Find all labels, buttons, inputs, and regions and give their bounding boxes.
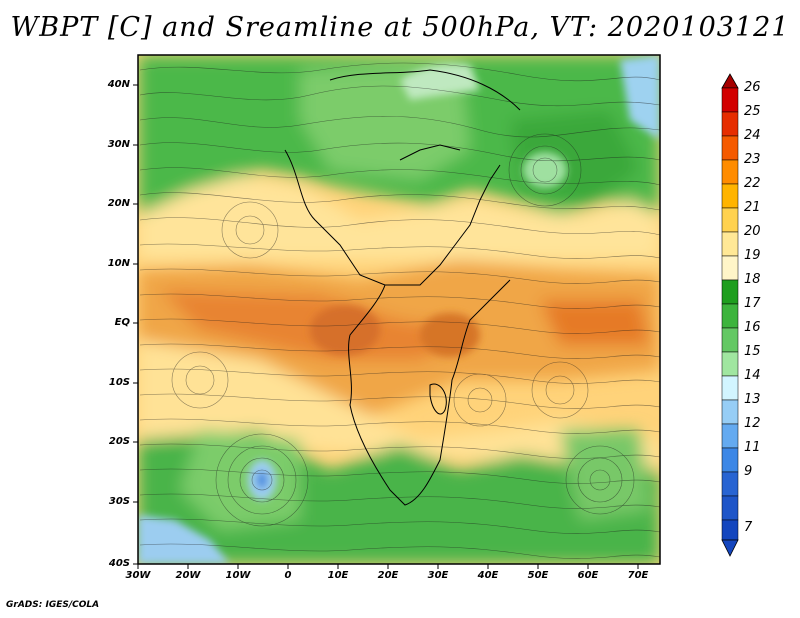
colorbar-label: 15 (744, 344, 761, 359)
map-title: WBPT [C] and Sreamline at 500hPa, VT: 20… (10, 12, 790, 43)
lon-label: 40E (477, 570, 499, 581)
lat-label: 30S (108, 496, 130, 507)
colorbar-label: 9 (744, 464, 753, 479)
colorbar-label: 20 (744, 224, 761, 239)
wbpt-field (138, 55, 660, 564)
lon-label: 20W (175, 570, 201, 581)
colorbar-label: 25 (744, 104, 761, 119)
lon-label: 10E (327, 570, 349, 581)
footer-credit: GrADS: IGES/COLA (6, 600, 100, 610)
colorbar (721, 73, 739, 557)
colorbar-label: 19 (744, 248, 761, 263)
lon-label: 20E (377, 570, 399, 581)
axis-ticks (133, 84, 639, 569)
colorbar-label: 7 (744, 520, 753, 535)
plot-frame (137, 54, 661, 565)
colorbar-label: 16 (744, 320, 761, 335)
colorbar-label: 17 (744, 296, 761, 311)
colorbar-label: 13 (744, 392, 761, 407)
lat-label: EQ (114, 317, 130, 328)
colorbar-label: 14 (744, 368, 761, 383)
colorbar-label: 11 (744, 440, 761, 455)
colorbar-label: 22 (744, 176, 761, 191)
coastlines (284, 69, 521, 506)
lat-label: 10S (108, 377, 130, 388)
colorbar-label: 23 (744, 152, 761, 167)
lat-label: 10N (107, 258, 130, 269)
lon-label: 10W (225, 570, 251, 581)
lat-label: 40S (108, 558, 130, 569)
colorbar-bottom-arrow (721, 539, 739, 557)
lon-label: 50E (527, 570, 549, 581)
lon-label: 60E (577, 570, 599, 581)
colorbar-label: 12 (744, 416, 761, 431)
colorbar-label: 21 (744, 200, 761, 215)
streamlines (139, 62, 660, 559)
lat-label: 20S (108, 436, 130, 447)
lat-label: 30N (107, 139, 130, 150)
colorbar-top-arrow (721, 73, 739, 89)
colorbar-label: 18 (744, 272, 761, 287)
colorbar-label: 24 (744, 128, 761, 143)
lon-label: 70E (627, 570, 649, 581)
lon-label: 30E (427, 570, 449, 581)
colorbar-label: 26 (744, 80, 761, 95)
lat-label: 20N (107, 198, 130, 209)
lat-label: 40N (107, 79, 130, 90)
lon-label: 0 (284, 570, 292, 581)
lon-label: 30W (125, 570, 151, 581)
